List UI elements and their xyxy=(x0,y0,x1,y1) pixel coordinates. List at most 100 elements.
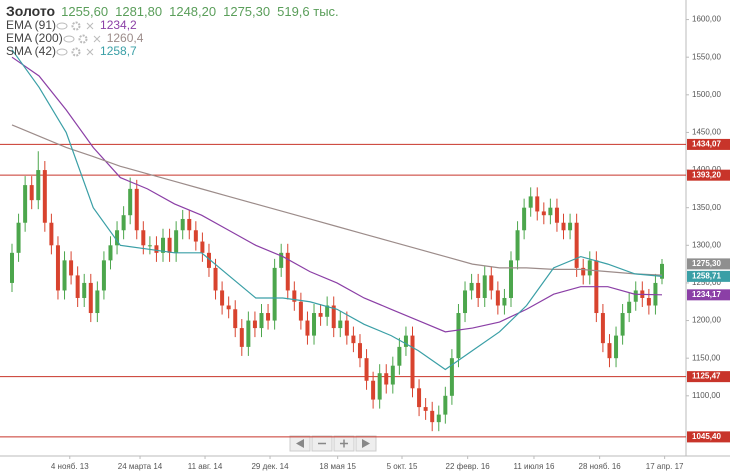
candle-body xyxy=(206,252,211,268)
candle-body xyxy=(305,320,310,336)
candle-body xyxy=(200,241,205,253)
candle-body xyxy=(325,305,330,317)
candle-body xyxy=(121,215,126,231)
level-tag-label: 1125,47 xyxy=(692,372,721,381)
candle-body xyxy=(495,290,500,306)
y-tick-label: 1150,00 xyxy=(692,353,721,362)
level-tag-label: 1045,40 xyxy=(692,432,721,441)
y-tick-label: 1400,00 xyxy=(692,165,721,174)
legend-row: EMA (200) 1260,4 xyxy=(6,32,346,45)
candle-body xyxy=(167,237,172,253)
candle-body xyxy=(272,267,277,321)
candle-body xyxy=(344,320,349,336)
eye-icon[interactable] xyxy=(56,22,68,30)
legend-name: EMA (91) xyxy=(6,18,57,32)
gear-icon[interactable] xyxy=(71,47,81,57)
candle-body xyxy=(574,222,579,268)
candle-body xyxy=(233,309,238,329)
eye-icon[interactable] xyxy=(63,35,75,43)
candle-body xyxy=(49,222,54,246)
y-tick-label: 1100,00 xyxy=(692,391,721,400)
y-tick-label: 1450,00 xyxy=(692,128,721,137)
candle-body xyxy=(508,260,513,298)
price-tag xyxy=(687,289,730,301)
candle-body xyxy=(62,260,67,291)
candle-body xyxy=(134,188,139,231)
close-icon[interactable] xyxy=(93,35,101,43)
price-tag-label: 1234,17 xyxy=(692,290,721,299)
header-value: 1275,30 xyxy=(223,4,271,19)
x-tick-label: 4 нояб. 13 xyxy=(51,462,89,471)
candle-body xyxy=(515,230,520,261)
candle-body xyxy=(463,290,468,314)
candle-body xyxy=(627,301,632,314)
candle-body xyxy=(29,185,34,201)
candle-body xyxy=(23,185,28,223)
candle-body xyxy=(351,335,356,344)
indicator-line xyxy=(11,49,663,371)
candle-body xyxy=(581,267,586,276)
header-value: 1248,20 xyxy=(169,4,217,19)
candle-body xyxy=(220,290,225,306)
candle-body xyxy=(502,297,507,306)
candle-body xyxy=(600,313,605,344)
level-tag xyxy=(687,431,730,443)
candle-body xyxy=(390,365,395,385)
x-tick-label: 11 авг. 14 xyxy=(188,462,223,471)
close-icon[interactable] xyxy=(86,22,94,30)
candle-body xyxy=(607,343,612,359)
candle-body xyxy=(469,282,474,291)
candle-body xyxy=(292,290,297,302)
legend-name: SMA (42) xyxy=(6,44,57,58)
candle-body xyxy=(331,305,336,329)
level-tag xyxy=(687,371,730,383)
ohlc-values: 1255,60 1281,80 1248,20 1275,30 519,6 тыс. xyxy=(61,4,346,19)
candle-body xyxy=(16,222,21,253)
candle-body xyxy=(548,207,553,216)
candle-body xyxy=(128,188,133,216)
candle-body xyxy=(239,328,244,347)
indicator-line xyxy=(11,56,663,333)
candle-body xyxy=(443,395,448,415)
candle-body xyxy=(69,260,74,276)
zoom-in-icon xyxy=(340,439,348,448)
level-tag xyxy=(687,169,730,181)
candle-body xyxy=(614,335,619,359)
candle-body xyxy=(541,211,546,216)
candle-body xyxy=(161,237,166,253)
level-tag-label: 1434,07 xyxy=(692,140,721,149)
candle-body xyxy=(417,388,422,408)
candle-body xyxy=(397,346,402,366)
candle-body xyxy=(10,252,14,283)
instrument-title: Золото xyxy=(6,3,56,19)
candle-body xyxy=(187,218,192,231)
candle-body xyxy=(42,170,47,223)
legend-value: 1234,2 xyxy=(100,18,137,32)
x-tick-label: 17 апр. 17 xyxy=(646,462,684,471)
candle-body xyxy=(476,282,481,298)
candle-body xyxy=(213,267,218,291)
header: Золото 1255,60 1281,80 1248,20 1275,30 519,6 … xyxy=(6,3,346,58)
gear-icon[interactable] xyxy=(78,34,88,44)
candle-body xyxy=(436,414,441,423)
y-tick-label: 1300,00 xyxy=(692,240,721,249)
candle-body xyxy=(482,275,487,298)
gear-icon[interactable] xyxy=(71,21,81,31)
candle-body xyxy=(423,407,428,411)
candle-body xyxy=(108,245,113,261)
candle-body xyxy=(371,380,376,400)
x-tick-label: 11 июля 16 xyxy=(513,462,554,471)
candle-body xyxy=(364,358,369,381)
candle-body xyxy=(101,260,106,291)
x-tick-label: 28 нояб. 16 xyxy=(579,462,622,471)
candle-body xyxy=(620,313,625,336)
eye-icon[interactable] xyxy=(56,48,68,56)
y-tick-label: 1350,00 xyxy=(692,203,721,212)
close-icon[interactable] xyxy=(86,48,94,56)
y-tick-label: 1500,00 xyxy=(692,90,721,99)
candle-body xyxy=(174,230,179,253)
legend-icons xyxy=(63,34,101,44)
scroll-left-icon xyxy=(296,439,304,448)
candle-body xyxy=(154,245,159,253)
